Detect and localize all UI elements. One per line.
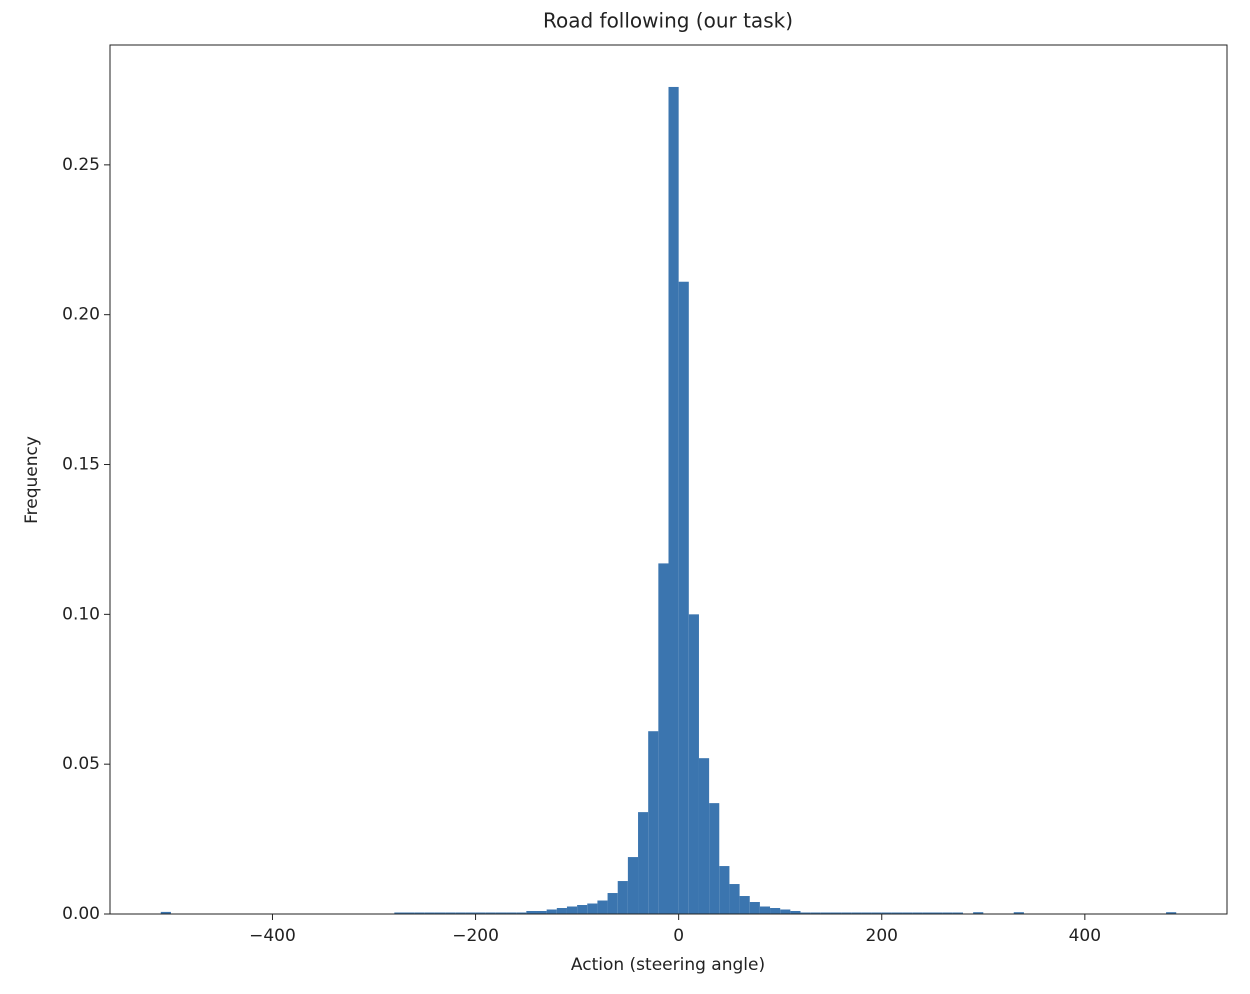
bar [434,912,446,914]
y-tick-label: 0.20 [62,305,100,325]
y-tick-label: 0.15 [62,455,100,475]
bar [1166,912,1177,914]
bar [922,912,933,914]
bar [902,912,913,914]
bar [536,911,547,914]
bar [688,614,699,914]
bar [780,909,791,914]
bar [820,912,831,914]
bar [526,911,537,914]
bar [749,902,760,914]
bar [587,903,598,914]
bar [973,912,984,914]
bar [678,281,689,914]
bar [597,900,608,914]
bar [912,912,923,914]
x-tick-label: 200 [866,926,898,946]
bar [698,758,710,914]
bar [445,912,456,914]
bar [475,912,486,914]
x-tick-label: −400 [249,926,296,946]
x-tick-label: −200 [452,926,499,946]
y-axis-label: Frequency [22,436,42,524]
bar [932,912,943,914]
bar [638,812,649,914]
bar [566,906,578,914]
bar [830,912,842,914]
bar [455,912,466,914]
bar [465,912,476,914]
x-axis-label: Action (steering angle) [571,955,765,975]
plot-frame [109,44,1228,915]
y-tick-label: 0.25 [62,155,100,175]
bar [424,912,435,914]
bar [891,912,903,914]
bar [739,896,750,914]
bar [607,893,618,914]
bar [658,563,669,914]
bar [485,912,496,914]
bar [942,912,953,914]
bar [404,912,415,914]
bar [851,912,862,914]
y-tick-label: 0.00 [62,904,100,924]
bar [495,912,507,914]
bar [627,857,639,914]
bar [881,912,892,914]
bar [414,912,425,914]
bar [648,731,659,914]
bar [546,909,557,914]
bar [861,912,872,914]
bar [800,912,811,914]
bar [668,86,679,914]
bar [1013,912,1024,914]
x-tick-label: 400 [1069,926,1101,946]
bar [617,881,628,914]
bar [719,866,730,914]
bar [160,911,171,914]
bar [516,912,527,914]
bar [556,908,567,914]
bar [729,884,740,914]
bar [810,912,821,914]
bar [841,912,852,914]
bar [790,911,801,914]
bar [770,908,781,914]
chart-title: Road following (our task) [543,9,793,33]
bar [506,912,517,914]
bar [709,803,720,914]
bar [952,912,963,914]
x-tick-label: 0 [673,926,684,946]
bar [759,906,771,914]
bar [577,905,588,914]
bar [394,912,405,914]
bar [871,912,882,914]
y-tick-label: 0.05 [62,754,100,774]
y-tick-label: 0.10 [62,604,100,624]
